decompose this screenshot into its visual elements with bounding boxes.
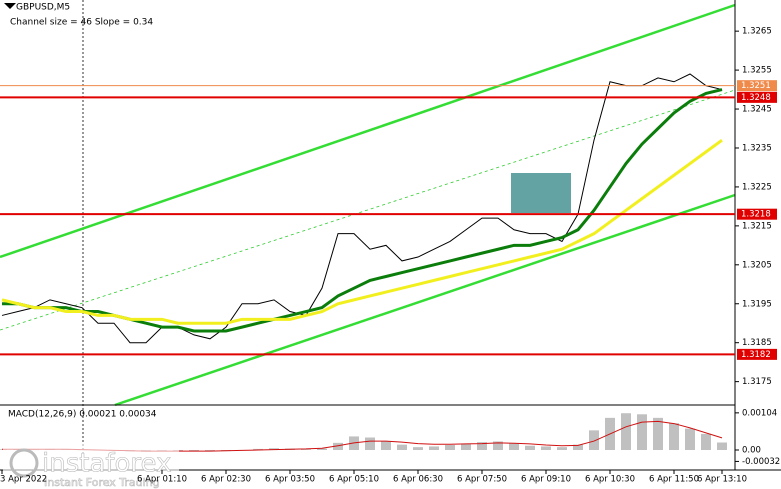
macd-bar xyxy=(557,447,567,450)
x-tick-label: 6 Apr 05:10 xyxy=(329,475,379,485)
macd-bar xyxy=(429,446,439,450)
macd-bar xyxy=(397,444,407,450)
y-tick-label: 1.3265 xyxy=(742,27,772,37)
macd-bar xyxy=(413,447,423,450)
menu-arrow xyxy=(4,3,16,9)
watermark-brand: instaforex xyxy=(42,449,171,479)
level-label-bg xyxy=(737,208,777,220)
macd-bar xyxy=(509,443,519,450)
x-tick-label: 6 Apr 10:30 xyxy=(585,475,635,485)
macd-bar xyxy=(317,448,327,450)
macd-bar xyxy=(269,448,279,450)
y-tick-label: 1.3195 xyxy=(742,299,772,309)
macd-bar xyxy=(525,445,535,450)
x-tick-label: 6 Apr 07:50 xyxy=(457,475,507,485)
watermark-logo xyxy=(9,448,39,478)
macd-title: MACD(12,26,9) 0.00021 0.00034 xyxy=(8,410,157,420)
y-tick-label: 1.3185 xyxy=(742,338,772,348)
macd-bar xyxy=(701,433,711,450)
macd-bar xyxy=(365,437,375,450)
macd-bar xyxy=(573,444,583,450)
x-tick-label: 6 Apr 13:10 xyxy=(697,475,747,485)
y-tick-label: 0.00 xyxy=(742,446,761,456)
level-label: 1.3218 xyxy=(741,210,771,220)
y-tick-label: 1.3225 xyxy=(742,182,772,192)
macd-bar xyxy=(637,414,647,450)
x-tick-label: 6 Apr 09:10 xyxy=(521,475,571,485)
channel-lower xyxy=(114,193,736,407)
x-tick-label: 3 Apr 2022 xyxy=(0,475,47,485)
y-tick-label: -0.00032 xyxy=(742,457,780,467)
level-label-bg xyxy=(737,348,777,360)
x-tick-label: 6 Apr 02:30 xyxy=(201,475,251,485)
macd-bar xyxy=(669,423,679,450)
level-label-bg xyxy=(737,80,777,92)
macd-bar xyxy=(461,443,471,450)
level-label: 1.3251 xyxy=(741,81,771,91)
macd-bar xyxy=(253,448,263,450)
macd-bar xyxy=(493,441,503,450)
macd-bar xyxy=(477,442,487,450)
watermark-tagline: Instant Forex Trading xyxy=(44,476,160,489)
macd-bar xyxy=(589,430,599,450)
channel-mid xyxy=(0,89,736,331)
watermark-bg xyxy=(3,443,179,489)
chart-subtitle: Channel size = 46 Slope = 0.34 xyxy=(10,18,153,28)
level-label: 1.3182 xyxy=(741,350,771,360)
macd-bar xyxy=(621,413,631,450)
y-tick-label: 1.3175 xyxy=(742,377,772,387)
price-line xyxy=(1,138,723,325)
macd-bar xyxy=(717,442,727,450)
macd-bar xyxy=(381,441,391,450)
y-tick-label: 0.00104 xyxy=(742,408,777,418)
entry-zone xyxy=(511,173,571,213)
macd-bar xyxy=(301,449,311,450)
y-tick-label: 1.3215 xyxy=(742,221,772,231)
macd-bar xyxy=(653,417,663,450)
level-label-bg xyxy=(737,91,777,103)
y-tick-label: 1.3255 xyxy=(742,66,772,76)
macd-bar xyxy=(445,445,455,450)
x-tick-label: 6 Apr 03:50 xyxy=(265,475,315,485)
watermark: instaforex Instant Forex Trading xyxy=(3,443,179,489)
y-tick-label: 1.3235 xyxy=(742,143,772,153)
x-tick-label: 6 Apr 11:50 xyxy=(649,475,699,485)
macd-bar xyxy=(189,450,199,452)
price-line xyxy=(1,73,723,344)
chart-title: GBPUSD,M5 xyxy=(16,3,70,13)
macd-bar xyxy=(333,442,343,450)
level-label: 1.3248 xyxy=(741,93,771,103)
x-tick-label: 6 Apr 06:30 xyxy=(393,475,443,485)
x-tick-label: 6 Apr 01:10 xyxy=(137,475,187,485)
macd-bar xyxy=(685,428,695,450)
y-tick-label: 1.3245 xyxy=(742,105,772,115)
macd-bar xyxy=(541,446,551,450)
y-tick-label: 1.3205 xyxy=(742,260,772,270)
